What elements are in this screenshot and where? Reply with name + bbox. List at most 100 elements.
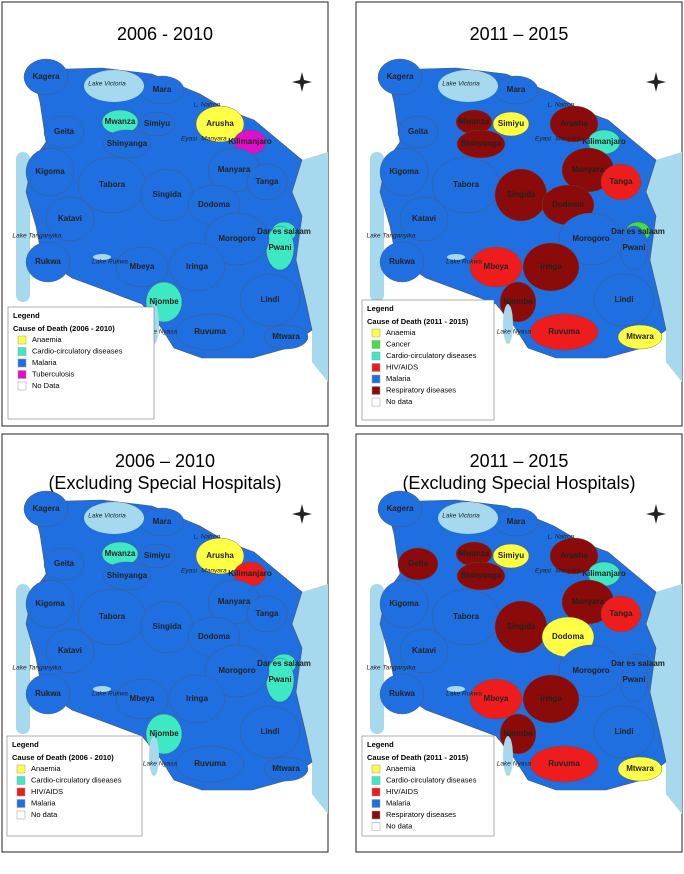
region-label: Mwanza (459, 117, 490, 126)
region-shape (204, 212, 270, 266)
region-label: Kigoma (389, 167, 419, 176)
region-shape (379, 147, 429, 197)
region-label: Mtwara (626, 764, 654, 773)
region-label: Mbeya (484, 694, 509, 703)
legend-box (361, 735, 495, 837)
legend-label: Respiratory diseases (386, 810, 456, 819)
lake-label: L. Natron (194, 102, 221, 109)
legend-swatch (371, 328, 381, 338)
region-label: Dodoma (198, 200, 231, 209)
region-label: Kilimanjaro (582, 569, 626, 578)
legend-swatch (371, 351, 381, 361)
region-label: Pwani (268, 243, 291, 252)
region-label: Manyara (218, 597, 251, 606)
region-shape (115, 678, 169, 720)
region-shape (492, 111, 530, 137)
lake-victoria-shape (438, 502, 498, 534)
region-label: Mtwara (626, 332, 654, 341)
legend-subtitle: Cause of Death (2006 - 2010) (13, 324, 115, 333)
legend-swatch (371, 363, 381, 372)
region-label: Simiyu (144, 551, 170, 560)
legend-subtitle: Cause of Death (2011 - 2015) (367, 753, 469, 762)
lake-label: Manyara (555, 568, 581, 575)
region-label: Kigoma (389, 599, 419, 608)
lake-nyasa-shape (503, 736, 513, 776)
legend-label: Respiratory diseases (386, 385, 456, 394)
legend-swatch (16, 764, 26, 774)
legend-swatch (371, 374, 381, 384)
legend-label: Malaria (32, 358, 57, 367)
region-label: Mara (507, 85, 526, 94)
region-label: Geita (408, 127, 429, 136)
region-label: Mwanza (105, 117, 136, 126)
region-label: Simiyu (498, 551, 524, 560)
region-label: Njombe (149, 297, 179, 306)
lake-label: Manyara (201, 136, 227, 143)
lake-label: Lake Rukwa (446, 259, 482, 266)
legend-swatch (17, 335, 27, 345)
panel-title: (Excluding Special Hospitals) (48, 473, 281, 493)
lake-rukwa-shape (447, 686, 465, 692)
lake-label: Lake Nyasa (143, 761, 178, 768)
region-label: Njombe (503, 729, 533, 738)
panel-title: 2011 – 2015 (470, 451, 569, 471)
region-shape (43, 547, 85, 581)
legend-label: HIV/AIDS (31, 787, 63, 796)
region-shape (469, 246, 523, 288)
north-arrow (646, 72, 666, 92)
region-shape (456, 129, 506, 159)
legend-label: Anaemia (32, 335, 62, 344)
lake-label: L. Natron (194, 534, 221, 541)
sea (292, 584, 328, 814)
legend-label: Anaemia (386, 328, 416, 337)
map-panel: 2011 – 2015(Excluding Special Hospitals)… (355, 433, 683, 853)
region-label: Morogoro (572, 666, 609, 675)
region-shape (600, 595, 642, 633)
legend-label: Tuberculosis (32, 369, 74, 378)
panel-title: (Excluding Special Hospitals) (402, 473, 635, 493)
region-label: Dar es salaam (611, 659, 665, 668)
region-label: Dar es salaam (257, 227, 311, 236)
lake-label: Lake Victoria (88, 513, 126, 520)
legend-swatch (17, 347, 27, 356)
lake-label: L. Natron (548, 102, 575, 109)
legend-swatch (16, 776, 26, 785)
legend-title: Legend (12, 740, 39, 749)
lake-label: Lake Rukwa (92, 691, 128, 698)
region-shape (23, 490, 69, 528)
region-shape (558, 212, 624, 266)
region-shape (379, 241, 425, 283)
region-label: Pwani (622, 675, 645, 684)
lake-label: Lake Rukwa (446, 691, 482, 698)
region-label: Dodoma (198, 632, 231, 641)
legend-label: Cancer (386, 339, 411, 348)
legend-swatch (371, 386, 381, 395)
legend-swatch (371, 776, 381, 785)
legend-label: No data (31, 810, 58, 819)
region-shape (492, 543, 530, 569)
legend-swatch (371, 397, 381, 407)
legend-label: No data (386, 397, 413, 406)
region-label: Singida (153, 622, 182, 631)
region-label: Rukwa (389, 257, 415, 266)
legend-swatch (17, 370, 27, 379)
region-label: Rukwa (35, 257, 61, 266)
region-shape (25, 241, 71, 283)
legend-swatch (17, 358, 27, 368)
lake-label: Lake Nyasa (497, 761, 532, 768)
region-label: Katavi (412, 646, 436, 655)
region-label: Simiyu (498, 119, 524, 128)
north-arrow (292, 72, 312, 92)
region-shape (45, 196, 95, 242)
legend-swatch (371, 340, 381, 349)
region-label: Lindi (614, 727, 633, 736)
region-shape (102, 129, 152, 159)
region-shape (45, 628, 95, 674)
region-label: Morogoro (218, 234, 255, 243)
region-label: Ruvuma (548, 327, 580, 336)
region-shape (377, 58, 423, 96)
region-shape (102, 561, 152, 591)
panel-title: 2006 - 2010 (117, 24, 213, 44)
region-label: Kagera (32, 504, 60, 513)
region-shape (195, 105, 245, 143)
